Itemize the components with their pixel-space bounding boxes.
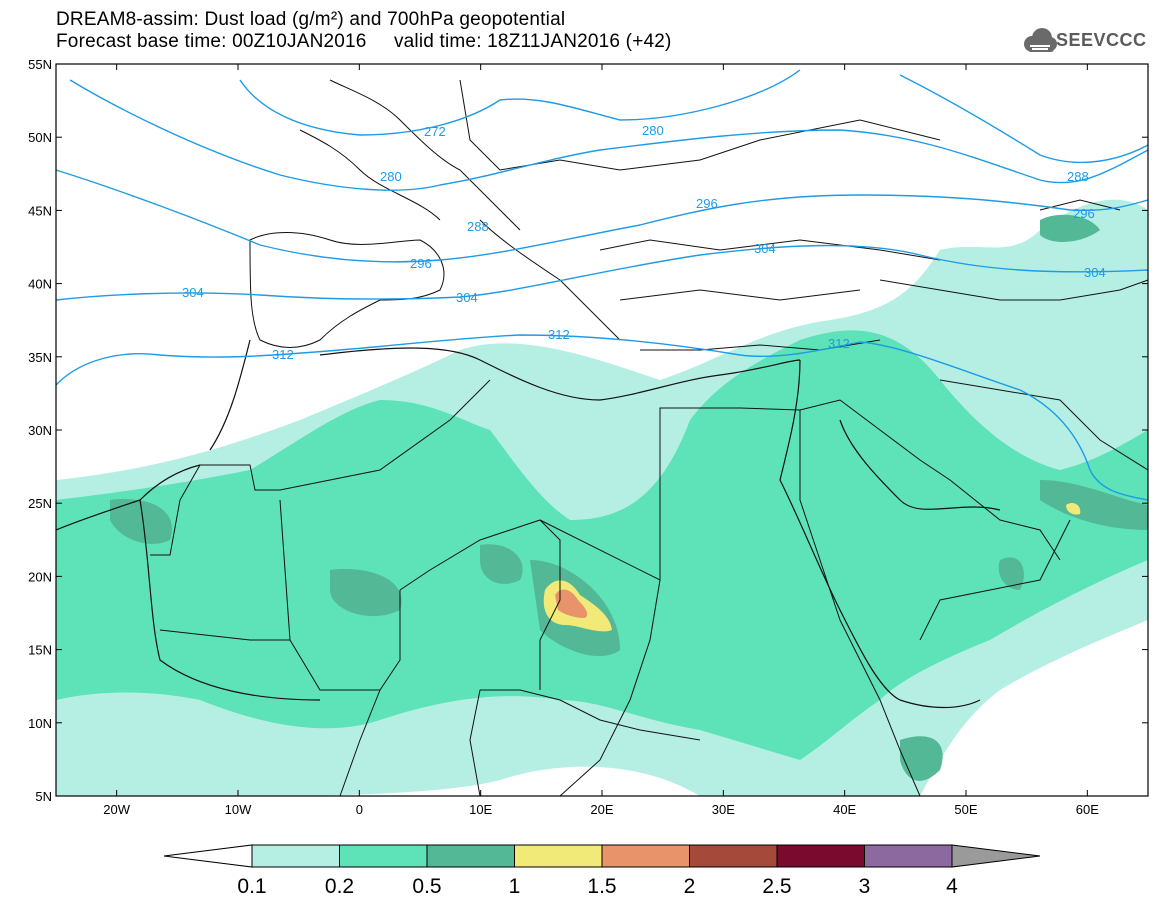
contour-label: 296	[1073, 206, 1095, 221]
lon-label: 10W	[225, 802, 252, 817]
contour-label: 312	[828, 336, 850, 351]
colorbar-label: 0.5	[412, 875, 441, 898]
colorbar-label: 1.5	[587, 875, 616, 898]
lat-label: 35N	[28, 350, 52, 365]
colorbar-min-triangle	[163, 844, 253, 868]
contour-labels: 272 280 280 288 288 296 296 296 304 304 …	[182, 123, 1106, 362]
colorbar-bin	[514, 844, 603, 868]
lat-label: 20N	[28, 569, 52, 584]
lat-label: 50N	[28, 130, 52, 145]
colorbar-bin	[426, 844, 515, 868]
contour-label: 304	[182, 285, 204, 300]
lon-label: 20W	[103, 802, 130, 817]
colorbar-bin	[601, 844, 690, 868]
colorbar-label: 2.5	[762, 875, 791, 898]
lat-label: 15N	[28, 643, 52, 658]
lon-label: 40E	[833, 802, 856, 817]
longitude-axis: 20W 10W 0 10E 20E 30E 40E 50E 60E	[103, 64, 1099, 817]
colorbar-max-triangle	[951, 844, 1041, 868]
colorbar-bin	[251, 844, 340, 868]
lon-label: 20E	[590, 802, 613, 817]
contour-label: 272	[424, 124, 446, 139]
contour-label: 296	[410, 256, 432, 271]
country-borders	[150, 79, 1149, 797]
lat-label: 25N	[28, 496, 52, 511]
contour-label: 312	[548, 327, 570, 342]
contour-label: 280	[380, 169, 402, 184]
colorbar-label: 3	[859, 875, 871, 898]
dust-shading	[56, 199, 1148, 796]
contour-label: 288	[1067, 169, 1089, 184]
contour-label: 304	[1084, 265, 1106, 280]
lon-label: 0	[356, 802, 363, 817]
colorbar-bin	[864, 844, 953, 868]
lon-label: 10E	[469, 802, 492, 817]
colorbar-bin	[689, 844, 778, 868]
lat-label: 55N	[28, 57, 52, 72]
lat-label: 10N	[28, 716, 52, 731]
contour-label: 312	[272, 347, 294, 362]
lon-label: 60E	[1076, 802, 1099, 817]
colorbar-bin	[776, 844, 865, 868]
colorbar-label: 0.2	[325, 875, 354, 898]
colorbar-label: 4	[946, 875, 958, 898]
colorbar-label: 0.1	[237, 875, 266, 898]
contour-label: 288	[467, 219, 489, 234]
latitude-axis: 55N 50N 45N 40N 35N 30N 25N 20N 15N 10N 5N	[28, 57, 1148, 804]
logo-text: SEEVCCC	[1056, 30, 1147, 50]
colorbar: 0.1 0.2 0.5 1 1.5 2 2.5 3 4	[163, 844, 1041, 898]
lat-label: 5N	[35, 789, 52, 804]
lat-label: 40N	[28, 277, 52, 292]
contour-label: 280	[642, 123, 664, 138]
forecast-times: Forecast base time: 00Z10JAN2016 valid t…	[56, 31, 672, 52]
lat-label: 45N	[28, 203, 52, 218]
coastlines	[55, 339, 1001, 709]
map-title: DREAM8-assim: Dust load (g/m²) and 700hP…	[56, 9, 566, 30]
colorbar-label: 1	[509, 875, 521, 898]
contour-label: 296	[696, 196, 718, 211]
geopotential-contours	[55, 69, 1149, 501]
lon-label: 50E	[954, 802, 977, 817]
colorbar-bin	[339, 844, 428, 868]
lon-label: 30E	[712, 802, 735, 817]
lat-label: 30N	[28, 423, 52, 438]
contour-label: 304	[456, 290, 478, 305]
cloud-logo-icon	[1024, 28, 1057, 52]
contour-label: 304	[754, 241, 776, 256]
colorbar-label: 2	[684, 875, 696, 898]
